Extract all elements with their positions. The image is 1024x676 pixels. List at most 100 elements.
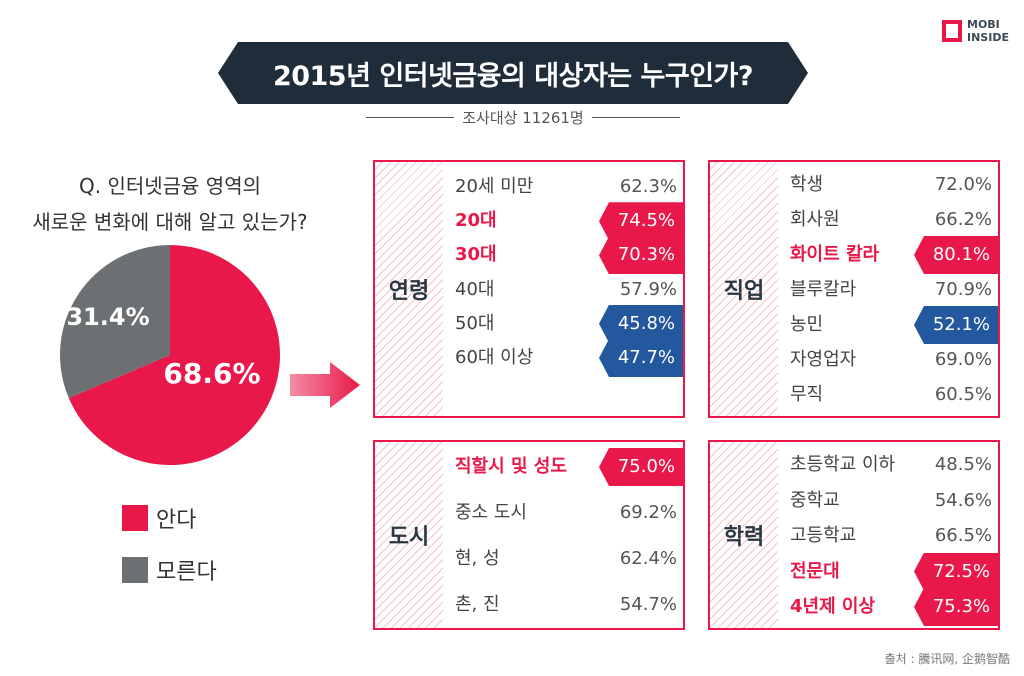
row-label: 초등학교 이하 — [790, 454, 896, 475]
legend-swatch-dont-know — [122, 557, 148, 583]
row-value: 75.3% — [932, 596, 990, 617]
table-row: 60대 이상 47.7% — [453, 339, 683, 377]
row-label: 20세 미만 — [455, 176, 534, 197]
question-line1: Q. 인터넷금융 영역의 — [78, 174, 261, 198]
highlight-tag — [599, 304, 683, 343]
pie-chart: 68.6% 31.4% — [60, 245, 280, 465]
table-row: 50대 45.8% — [453, 304, 683, 343]
row-label: 고등학교 — [790, 525, 857, 546]
table-stripe — [375, 162, 443, 416]
table-stripe — [375, 442, 443, 628]
row-label: 20대 — [455, 210, 497, 232]
pie-label-dont-know: 31.4% — [66, 303, 149, 331]
highlight-tag — [914, 588, 998, 626]
row-value: 72.0% — [934, 174, 992, 195]
legend-label-dont-know: 모른다 — [156, 560, 217, 585]
source-note: 출처 : 騰讯网, 企鹅智酷 — [884, 652, 1010, 666]
table-row: 중학교 54.6% — [788, 486, 998, 516]
row-label: 4년제 이상 — [790, 596, 876, 617]
row-value: 52.1% — [932, 314, 990, 335]
legend-label-know: 안다 — [156, 508, 197, 533]
table-category-label: 학력 — [723, 525, 765, 550]
table-row: 20세 미만 62.3% — [453, 172, 683, 202]
table-row: 회사원 66.2% — [788, 205, 998, 235]
row-value: 47.7% — [617, 347, 675, 368]
title-banner: 2015년 인터넷금융의 대상자는 누구인가? — [218, 42, 808, 104]
table-age: 연령 20세 미만 62.3% 20대 74.5% 30대 70.3% 40대 57.9% 50대… — [373, 160, 685, 418]
row-label: 학생 — [790, 174, 824, 195]
table-row: 20대 74.5% — [453, 202, 683, 241]
question: Q. 인터넷금융 영역의 새로운 변화에 대해 알고 있는가? — [0, 168, 340, 240]
pie-label-know: 68.6% — [163, 357, 260, 390]
table-row: 현, 성 62.4% — [453, 544, 683, 574]
row-value: 54.7% — [619, 594, 677, 615]
row-value: 45.8% — [617, 312, 675, 334]
table-row: 무직 60.5% — [788, 380, 998, 410]
table-row: 초등학교 이하 48.5% — [788, 450, 998, 480]
table-category-label: 직업 — [723, 279, 765, 304]
table-row: 40대 57.9% — [453, 275, 683, 305]
logo-line2: INSIDE — [967, 31, 1009, 44]
table-row: 4년제 이상 75.3% — [788, 588, 998, 626]
row-value: 74.5% — [617, 210, 675, 232]
row-label: 농민 — [790, 314, 824, 335]
row-value: 66.2% — [934, 209, 992, 230]
arrow-right-icon — [290, 362, 360, 408]
table-stripe — [710, 162, 778, 416]
highlight-tag — [599, 202, 683, 241]
row-label: 직할시 및 성도 — [455, 456, 567, 477]
logo-text: MOBI INSIDE — [967, 18, 1009, 44]
row-label: 중학교 — [790, 489, 840, 511]
legend-swatch-know — [122, 505, 148, 531]
table-row: 농민 52.1% — [788, 306, 998, 344]
row-value: 72.5% — [932, 560, 990, 582]
highlight-tag — [914, 236, 998, 274]
row-label: 자영업자 — [790, 349, 857, 370]
row-value: 66.5% — [934, 525, 992, 546]
mobiinside-logo: MOBI INSIDE — [942, 18, 1012, 46]
row-value: 70.3% — [617, 244, 675, 266]
table-row: 자영업자 69.0% — [788, 345, 998, 375]
table-row: 촌, 진 54.7% — [453, 590, 683, 620]
row-value: 80.1% — [932, 244, 990, 265]
table-row: 중소 도시 69.2% — [453, 498, 683, 528]
row-label: 전문대 — [790, 560, 840, 582]
subtitle-row: 조사대상 11261명 — [366, 106, 680, 128]
row-value: 60.5% — [934, 384, 992, 405]
table-row: 전문대 72.5% — [788, 552, 998, 591]
row-label: 화이트 칼라 — [790, 244, 880, 265]
highlight-tag — [599, 448, 683, 486]
row-label: 현, 성 — [455, 548, 500, 569]
table-city: 도시 직할시 및 성도 75.0% 중소 도시 69.2% 현, 성 62.4% 촌, 진 54… — [373, 440, 685, 630]
table-row: 화이트 칼라 80.1% — [788, 236, 998, 274]
row-value: 57.9% — [619, 278, 677, 300]
highlight-tag — [599, 339, 683, 377]
table-row: 고등학교 66.5% — [788, 521, 998, 551]
table-row: 학생 72.0% — [788, 170, 998, 200]
subtitle-divider-right — [591, 116, 680, 118]
table-category-label: 연령 — [388, 279, 430, 304]
row-value: 54.6% — [934, 489, 992, 511]
row-value: 62.4% — [619, 548, 677, 569]
table-row: 블루칼라 70.9% — [788, 275, 998, 305]
pie-slice-know — [68, 245, 280, 465]
row-label: 촌, 진 — [455, 594, 500, 615]
question-line2: 새로운 변화에 대해 알고 있는가? — [32, 210, 308, 234]
logo-line1: MOBI — [967, 18, 1000, 31]
row-label: 60대 이상 — [455, 347, 534, 368]
row-value: 62.3% — [619, 176, 677, 197]
row-value: 69.0% — [934, 349, 992, 370]
row-label: 무직 — [790, 384, 824, 405]
row-label: 중소 도시 — [455, 502, 527, 523]
pie-slice-dont-know — [60, 245, 170, 399]
highlight-tag — [914, 306, 998, 344]
row-label: 50대 — [455, 312, 495, 334]
row-value: 75.0% — [617, 456, 675, 477]
page-title: 2015년 인터넷금융의 대상자는 누구인가? — [272, 60, 754, 92]
row-value: 48.5% — [934, 454, 992, 475]
row-label: 30대 — [455, 244, 497, 266]
logo-mark-icon — [942, 20, 962, 42]
highlight-tag — [599, 236, 683, 275]
subtitle-divider-left — [366, 116, 455, 118]
table-category-label: 도시 — [388, 525, 430, 550]
